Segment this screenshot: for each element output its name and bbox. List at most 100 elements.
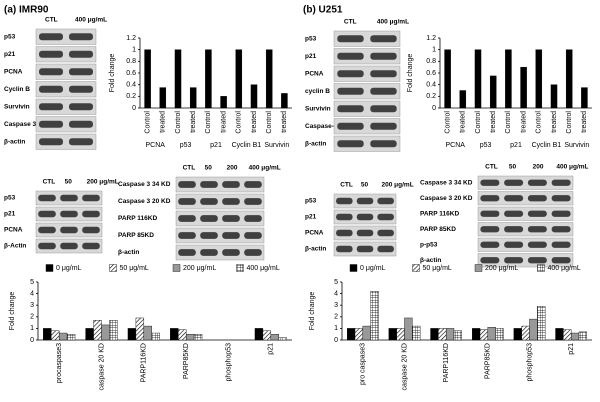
- blot-row-label: β-actin: [305, 140, 326, 147]
- x-tick-label: procaspase3: [56, 343, 63, 383]
- y-axis-label: Fold change: [309, 292, 316, 331]
- blot-row-label: p53: [4, 33, 16, 40]
- blot-band: [480, 241, 500, 248]
- blot-band: [178, 215, 196, 222]
- blot-band: [244, 249, 262, 256]
- bar: [396, 328, 405, 341]
- blot-band: [39, 68, 63, 76]
- bar: [495, 328, 504, 341]
- lane-label: CTL: [43, 179, 56, 186]
- blot-band: [337, 87, 364, 95]
- blot-band: [244, 198, 262, 205]
- bar: [109, 320, 118, 341]
- blot-band: [527, 179, 547, 186]
- legend-swatch: [412, 264, 420, 272]
- bar: [127, 328, 137, 341]
- blot-strip: [333, 83, 401, 100]
- blot-band: [39, 50, 63, 58]
- bar: [529, 318, 538, 341]
- blot-band: [82, 226, 100, 234]
- blot-row-label: β-actin: [420, 257, 441, 264]
- legend-swatch: [172, 264, 181, 272]
- blot-row-label: Caspase 3 20 KD: [420, 195, 473, 202]
- bar: [135, 317, 145, 341]
- blot-strip: [35, 81, 97, 98]
- blot-band: [336, 245, 353, 253]
- blot-band: [551, 195, 571, 202]
- blot-band: [504, 226, 524, 233]
- bar: [362, 325, 371, 341]
- lane-label: 200: [227, 165, 238, 172]
- blot-band: [82, 194, 100, 202]
- bar: [563, 329, 572, 341]
- blot-row-label: p21: [4, 51, 16, 58]
- bar: [537, 306, 546, 341]
- blot-strip: [35, 63, 97, 80]
- blot-band: [38, 242, 56, 250]
- blot-band: [504, 210, 524, 217]
- bar: [550, 84, 558, 109]
- legend-label: 0 μg/mL: [360, 265, 386, 272]
- blot-band: [480, 210, 500, 217]
- blot-strip: [333, 65, 401, 82]
- blot-band: [504, 241, 524, 248]
- y-tick-label: 0.6: [426, 70, 436, 77]
- bar: [43, 328, 52, 341]
- x-tick-label: Control: [236, 111, 243, 134]
- blot-band: [504, 179, 524, 186]
- blot-band: [69, 120, 93, 128]
- y-tick-label: 0: [30, 337, 34, 344]
- blot-band: [377, 245, 394, 253]
- x-tick-label: Control: [205, 111, 212, 134]
- bar: [459, 90, 467, 109]
- blot-strip: [175, 210, 265, 227]
- blot-band: [480, 179, 500, 186]
- x-tick-label: treated: [581, 111, 588, 133]
- blot-strip: [175, 244, 265, 261]
- lane-label: CTL: [485, 164, 498, 171]
- blot-strip: [477, 253, 574, 268]
- x-tick-label: pro caspase3: [360, 343, 367, 385]
- blot-band: [60, 194, 78, 202]
- x-tick-label: Control: [444, 111, 451, 134]
- legend-label: 0 μg/mL: [56, 265, 82, 272]
- y-tick-label: 0.2: [126, 93, 136, 100]
- legend-swatch: [349, 264, 358, 272]
- y-tick-label: 1: [334, 325, 338, 332]
- blot-band: [222, 215, 240, 222]
- blot-row-label: Caspase 3: [4, 121, 37, 128]
- x-tick-label: treated: [490, 111, 497, 133]
- blot-strip: [477, 175, 574, 190]
- blot-row-label: p53: [305, 198, 317, 205]
- lane-label: 50: [361, 182, 369, 189]
- legend-swatch: [537, 264, 545, 272]
- blot-band: [178, 181, 196, 188]
- x-tick-label: Control: [144, 111, 151, 134]
- blot-band: [337, 105, 364, 113]
- blot-band: [336, 229, 353, 237]
- x-tick-label: p21: [568, 343, 575, 355]
- blot-band: [377, 213, 394, 221]
- lane-label: CTL: [183, 165, 196, 172]
- group-label: Cyclin B1: [232, 142, 262, 149]
- blot-band: [337, 122, 364, 130]
- lane-label: 400 μg/mL: [75, 17, 107, 24]
- blot-strip: [35, 116, 97, 133]
- blot-band: [222, 249, 240, 256]
- x-tick-label: Control: [536, 111, 543, 134]
- blot-band: [200, 181, 218, 188]
- bar: [270, 334, 279, 341]
- blot-strip: [175, 227, 265, 244]
- bar: [453, 330, 462, 341]
- blot-strip: [35, 46, 97, 63]
- group-label: Survivin: [264, 142, 289, 149]
- blot-band: [504, 257, 524, 264]
- blot-row-label: β-actin: [305, 246, 326, 253]
- blot-band: [370, 140, 397, 148]
- x-tick-label: PARP85KD: [183, 343, 190, 379]
- bar: [412, 325, 421, 341]
- bar: [555, 328, 564, 341]
- blot-row-label: PCNA: [305, 230, 324, 237]
- lane-label: CTL: [340, 182, 353, 189]
